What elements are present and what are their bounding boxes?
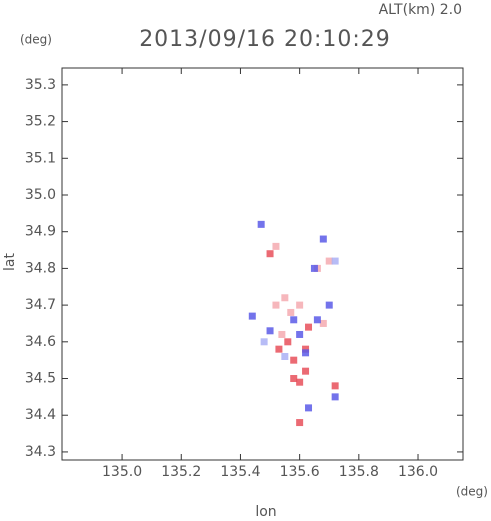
x-axis-label: lon xyxy=(255,504,276,520)
data-point xyxy=(272,301,280,309)
y-tick-label: 34.3 xyxy=(25,444,56,460)
data-point xyxy=(290,375,298,383)
x-tick-label: 135.2 xyxy=(161,464,201,480)
data-point xyxy=(296,378,304,386)
data-point xyxy=(319,319,327,327)
x-unit: (deg) xyxy=(456,485,488,499)
data-point xyxy=(313,316,321,324)
data-point xyxy=(281,352,289,360)
x-tick-label: 135.8 xyxy=(339,464,379,480)
y-axis-label: lat xyxy=(2,253,18,271)
data-point xyxy=(296,301,304,309)
y-unit: (deg) xyxy=(20,33,52,47)
data-point xyxy=(331,257,339,265)
data-point xyxy=(302,349,310,357)
data-point xyxy=(272,242,280,250)
data-point xyxy=(290,316,298,324)
data-point xyxy=(248,312,256,320)
data-point xyxy=(287,308,295,316)
data-point xyxy=(281,294,289,302)
plot-frame xyxy=(61,67,464,461)
x-tick-label: 135.6 xyxy=(280,464,320,480)
data-point xyxy=(310,264,318,272)
data-point xyxy=(296,330,304,338)
data-point xyxy=(325,257,333,265)
data-point xyxy=(305,323,313,331)
data-point xyxy=(275,345,283,353)
chart-subtitle: ALT(km) 2.0 xyxy=(379,2,462,18)
x-tick-label: 135.4 xyxy=(220,464,260,480)
data-point xyxy=(319,235,327,243)
data-point xyxy=(331,393,339,401)
data-point xyxy=(331,382,339,390)
y-tick-label: 35.3 xyxy=(25,77,56,93)
data-point xyxy=(284,338,292,346)
data-point xyxy=(302,367,310,375)
data-point xyxy=(278,330,286,338)
data-point xyxy=(302,345,310,353)
y-tick-label: 34.4 xyxy=(25,407,56,423)
data-point xyxy=(266,327,274,335)
data-point xyxy=(296,419,304,427)
y-tick-label: 35.2 xyxy=(25,114,56,130)
y-tick-label: 34.6 xyxy=(25,334,56,350)
data-point xyxy=(257,220,265,228)
y-tick-label: 34.8 xyxy=(25,260,56,276)
y-tick-label: 34.9 xyxy=(25,224,56,240)
y-tick-label: 35.0 xyxy=(25,187,56,203)
data-point xyxy=(266,250,274,258)
y-tick-label: 34.5 xyxy=(25,371,56,387)
x-tick-label: 136.0 xyxy=(398,464,438,480)
y-tick-label: 34.7 xyxy=(25,297,56,313)
y-tick-label: 35.1 xyxy=(25,150,56,166)
chart-title: 2013/09/16 20:10:29 xyxy=(139,27,391,52)
x-tick-label: 135.0 xyxy=(102,464,142,480)
data-point xyxy=(290,356,298,364)
data-point xyxy=(260,338,268,346)
data-point xyxy=(325,301,333,309)
data-point xyxy=(305,404,313,412)
